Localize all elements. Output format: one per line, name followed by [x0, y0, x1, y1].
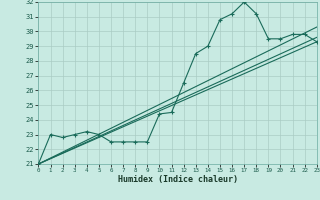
- X-axis label: Humidex (Indice chaleur): Humidex (Indice chaleur): [118, 175, 238, 184]
